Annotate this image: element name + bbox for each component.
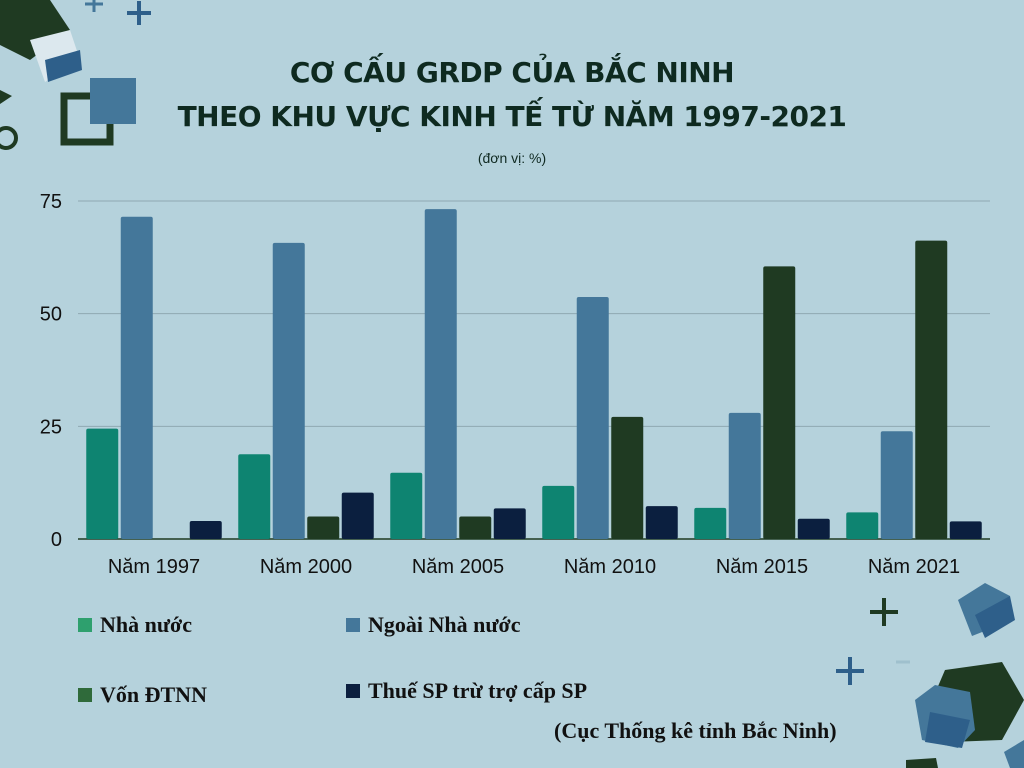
bar [272, 242, 305, 540]
bar [120, 216, 153, 540]
cube-decoration [30, 30, 80, 82]
legend-swatch [346, 618, 360, 632]
bar [694, 507, 727, 539]
chart-title-line-2: THEO KHU VỰC KINH TẾ TỪ NĂM 1997-2021 [177, 100, 847, 133]
bar [576, 296, 609, 539]
x-tick-label: Năm 2010 [564, 556, 656, 578]
triangle-decoration [0, 90, 12, 104]
legend-label: Ngoài Nhà nước [368, 612, 521, 637]
bar [763, 266, 796, 539]
square-decoration [90, 78, 136, 124]
bar [493, 508, 526, 539]
bar [86, 428, 119, 539]
x-tick-label: Năm 1997 [108, 556, 200, 578]
plus-icon [870, 598, 898, 626]
bar [797, 518, 830, 539]
legend-label: Vốn ĐTNN [100, 682, 207, 707]
bar [949, 521, 982, 539]
x-tick-label: Năm 2000 [260, 556, 352, 578]
legend-item-ngoai-nha-nuoc: Ngoài Nhà nước [346, 612, 521, 638]
y-tick-label: 0 [51, 529, 62, 551]
bar [846, 512, 879, 539]
bar [645, 506, 678, 539]
legend-label: Nhà nước [100, 612, 193, 637]
x-tick-label: Năm 2021 [868, 556, 960, 578]
legend-item-nha-nuoc: Nhà nước [78, 612, 192, 638]
legend-swatch [78, 618, 92, 632]
legend-item-von-dtnn: Vốn ĐTNN [78, 682, 207, 708]
bar [459, 516, 492, 539]
y-tick-label: 50 [40, 304, 62, 326]
unit-note: (đơn vị: %) [477, 150, 547, 166]
legend-label: Thuế SP trừ trợ cấp SP [368, 678, 588, 703]
y-tick-label: 25 [40, 416, 62, 438]
circle-decoration [0, 126, 18, 150]
bar [307, 516, 340, 539]
bar-chart: 0 25 50 75 Năm 1997 Năm 2000 Năm 2005 Năm 2010… [40, 191, 990, 578]
x-tick-label: Năm 2015 [716, 556, 808, 578]
cube-face-decoration [975, 596, 1015, 638]
plus-icon [127, 1, 151, 25]
legend-swatch [346, 684, 360, 698]
bar [390, 472, 423, 539]
x-tick-label: Năm 2005 [412, 556, 504, 578]
plus-icon [85, 0, 103, 12]
hexagon-decoration [0, 0, 70, 60]
bar [238, 454, 271, 539]
bar [915, 240, 948, 539]
block-decoration [906, 758, 938, 768]
bar [728, 412, 761, 539]
source-note: (Cục Thống kê tỉnh Bắc Ninh) [554, 718, 837, 743]
bar [880, 431, 913, 539]
cube-face-decoration [925, 712, 970, 748]
bar [424, 209, 457, 539]
bar [542, 485, 575, 539]
block-decoration [1004, 740, 1024, 768]
bar [189, 520, 222, 539]
bar [341, 492, 374, 539]
cube-face-decoration [45, 50, 82, 82]
legend-swatch [78, 688, 92, 702]
bar [611, 416, 644, 539]
legend-item-thue-sp: Thuế SP trừ trợ cấp SP [346, 678, 587, 704]
y-tick-label: 75 [40, 191, 62, 213]
plus-icon [836, 657, 864, 685]
chart-title: CƠ CẤU GRDP CỦA BẮC NINH [289, 56, 735, 89]
